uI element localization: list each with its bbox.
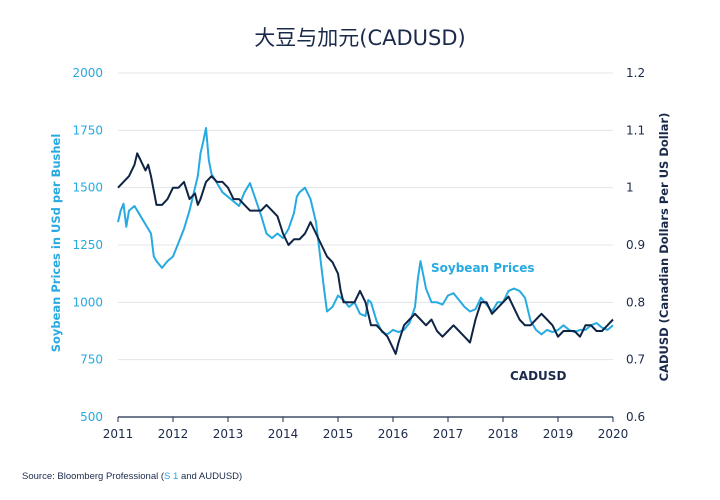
source-suffix: and AUDUSD) — [178, 471, 243, 482]
x-tick-label: 2015 — [323, 427, 354, 441]
x-tick-label: 2014 — [268, 427, 299, 441]
annotation-soybean-prices: Soybean Prices — [431, 261, 534, 275]
x-tick-label: 2012 — [158, 427, 189, 441]
y-tick-label-left: 2000 — [72, 66, 103, 80]
y-tick-label-right: 0.8 — [626, 295, 645, 309]
y-tick-label-left: 1500 — [72, 181, 103, 195]
x-tick-label: 2016 — [378, 427, 409, 441]
series-line-cadusd — [117, 152, 614, 355]
y-tick-label-left: 500 — [80, 410, 103, 424]
source-prefix: Source: Bloomberg Professional ( — [22, 471, 165, 482]
y-axis-label-left: Soybean Prices in USd per Bushel — [49, 134, 63, 353]
y-axis-label-right: CADUSD (Canadian Dollars Per US Dollar) — [657, 113, 671, 382]
y-tick-label-left: 1750 — [72, 123, 103, 137]
y-tick-label-right: 1.1 — [626, 123, 645, 137]
y-tick-label-right: 0.9 — [626, 238, 645, 252]
x-axis-ticks: 2011 2012 2013 2014 2015 2016 2017 2018 2019 2020 — [103, 417, 629, 441]
y-tick-label-left: 1250 — [72, 238, 103, 252]
x-tick-label: 2013 — [213, 427, 244, 441]
y-tick-label-right: 1 — [626, 181, 634, 195]
annotation-cadusd: CADUSD — [510, 369, 566, 383]
x-tick-label: 2019 — [543, 427, 574, 441]
x-tick-label: 2018 — [488, 427, 519, 441]
y-tick-label-left: 750 — [80, 353, 103, 367]
chart-title: 大豆与加元(CADUSD) — [254, 26, 465, 50]
left-axis-ticks: 2000 1750 1500 1250 1000 750 500 — [72, 66, 103, 424]
y-tick-label-right: 1.2 — [626, 66, 645, 80]
x-tick-label: 2011 — [103, 427, 134, 441]
right-axis-ticks: 1.2 1.1 1 0.9 0.8 0.7 0.6 — [626, 66, 645, 424]
x-tick-label: 2020 — [598, 427, 629, 441]
x-tick-label: 2017 — [433, 427, 464, 441]
source-note: Source: Bloomberg Professional (S 1 and … — [22, 471, 242, 482]
source-highlight: S 1 — [164, 471, 179, 482]
series-layer — [117, 127, 614, 355]
series-line-soybean-prices — [117, 127, 614, 336]
y-tick-label-left: 1000 — [72, 295, 103, 309]
y-tick-label-right: 0.6 — [626, 410, 645, 424]
y-tick-label-right: 0.7 — [626, 353, 645, 367]
